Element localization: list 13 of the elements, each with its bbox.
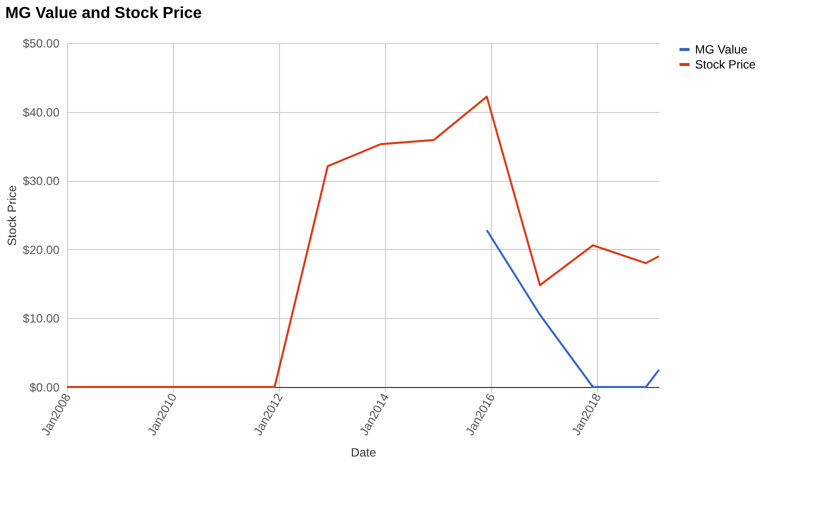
legend-label: Stock Price: [695, 58, 756, 72]
y-tick-label: $30.00: [22, 174, 60, 188]
y-tick-label: $0.00: [29, 380, 60, 394]
chart-title: MG Value and Stock Price: [5, 5, 202, 22]
legend-label: MG Value: [695, 42, 748, 56]
y-tick-label: $10.00: [22, 312, 60, 326]
x-axis-title: Date: [350, 445, 376, 460]
line-series: [66, 96, 660, 388]
line-series: [486, 229, 660, 388]
y-axis-title: Stock Price: [4, 184, 19, 246]
y-tick-label: $20.00: [22, 242, 60, 257]
y-tick-label: $40.00: [22, 105, 60, 120]
y-tick-label: $50.00: [22, 36, 60, 50]
